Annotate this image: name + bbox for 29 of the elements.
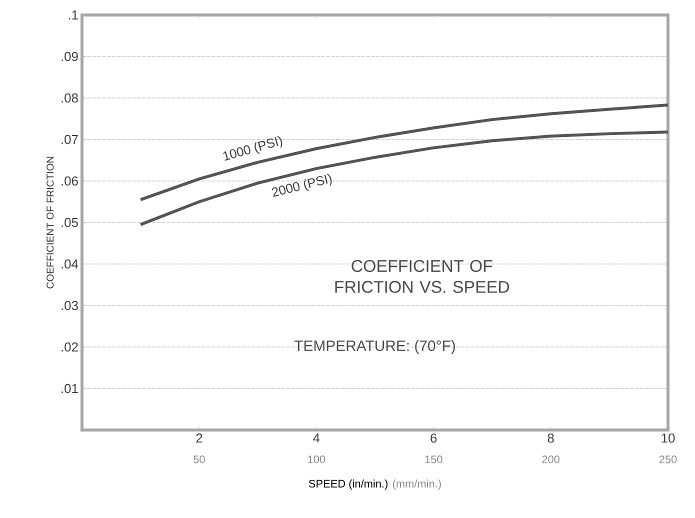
text: TEMPERATURE: (70°F): [294, 340, 455, 354]
x-tick-label: 6: [430, 434, 437, 443]
line-series: [139, 130, 670, 226]
x-tick-label: 10: [662, 434, 675, 443]
y-axis-title: COEFFICIENT OF FRICTION: [46, 156, 54, 288]
y-tick-label: .05: [62, 218, 78, 228]
x-tick-label: 2: [196, 434, 202, 443]
x-axis-title: SPEED (in/min.): [308, 480, 388, 490]
x-tick-label: 8: [548, 434, 554, 443]
x2-tick-label: 250: [659, 456, 677, 464]
text: COEFFICIENT OF FRICTION VS. SPEED: [335, 260, 510, 293]
text: 1000 (PSI): [223, 136, 282, 161]
y-tick-label: .1: [68, 10, 78, 20]
y-tick-label: .04: [62, 259, 78, 269]
x2-axis-title: (mm/min.): [392, 480, 441, 490]
y-tick-label: .07: [62, 134, 78, 144]
y-tick-label: .03: [62, 300, 78, 310]
x2-tick-label: 100: [308, 456, 326, 464]
x-tick-label: 4: [313, 434, 320, 442]
y-tick-label: .02: [62, 342, 78, 352]
x2-tick-label: 150: [425, 456, 442, 464]
y-tick-label: .06: [62, 176, 78, 186]
y-tick-label: .08: [62, 93, 78, 103]
x2-tick-label: 200: [542, 456, 560, 464]
y-tick-label: .01: [62, 384, 78, 394]
x2-tick-label: 50: [194, 456, 205, 464]
line-series: [139, 104, 670, 202]
text: 2000 (PSI): [272, 174, 332, 197]
y-tick-label: .09: [62, 52, 78, 62]
